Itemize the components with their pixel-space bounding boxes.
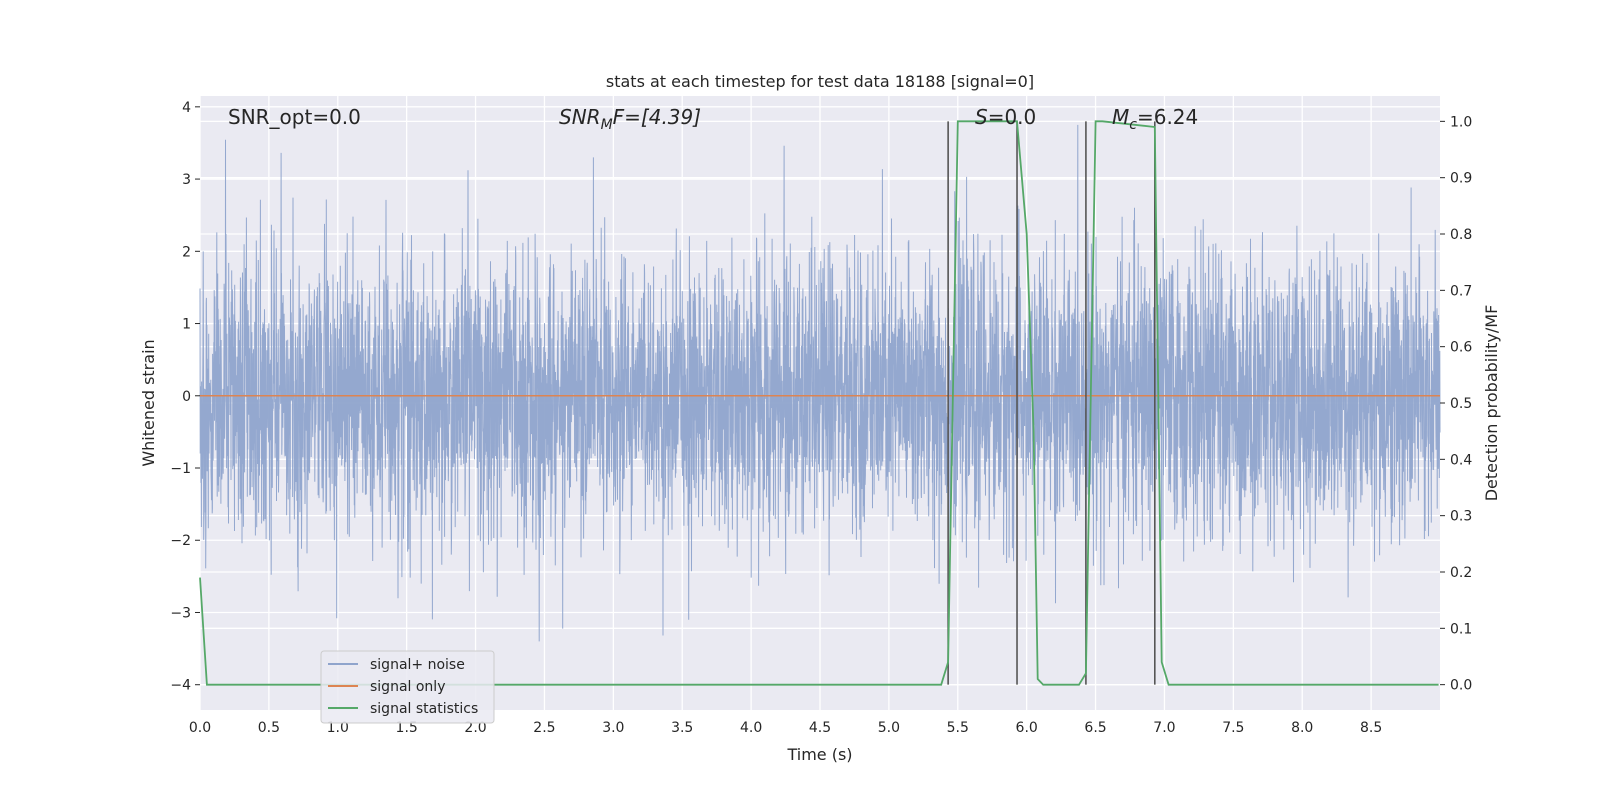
y-tick-label-right: 0.7 [1450,283,1472,299]
y-axis-label-right: Detection probability/MF [1482,305,1501,502]
annotation-s: S=0.0 [975,105,1036,129]
y-axis-label-left: Whitened strain [139,339,158,466]
y-tick-label-left: 0 [182,389,191,405]
y-tick-label-left: 2 [182,244,191,260]
x-tick-label: 3.0 [602,720,624,736]
y-tick-label-left: 4 [182,100,191,116]
x-tick-label: 0.0 [189,720,211,736]
y-tick-label-right: 0.9 [1450,171,1472,187]
y-tick-label-right: 0.4 [1450,452,1472,468]
legend-label-signal-statistics: signal statistics [370,701,478,717]
x-tick-label: 8.5 [1360,720,1382,736]
x-tick-label: 4.5 [809,720,831,736]
x-tick-label: 2.0 [464,720,486,736]
y-tick-label-right: 0.0 [1450,678,1472,694]
annotation-snr-mf-value: F=[4.39] [613,105,701,129]
x-tick-label: 1.0 [327,720,349,736]
legend-label-signal-noise: signal+ noise [370,657,465,673]
legend-box [320,650,495,724]
y-tick-label-right: 0.3 [1450,509,1472,525]
annotation-snr-opt: SNR_opt=0.0 [228,105,361,129]
x-tick-label: 6.0 [1016,720,1038,736]
y-tick-label-right: 1.0 [1450,114,1472,130]
x-tick-label: 7.5 [1222,720,1244,736]
annotation-snr-mf-sub: M [601,117,613,133]
x-tick-label: 2.5 [533,720,555,736]
noise-series [199,124,1441,642]
annotation-s-label: S [975,105,988,129]
y-tick-label-right: 0.1 [1450,621,1472,637]
annotation-mc-sub: c [1129,117,1137,133]
x-tick-label: 8.0 [1291,720,1313,736]
x-tick-label: 6.5 [1084,720,1106,736]
y-tick-label-left: −2 [170,533,191,549]
series-signal-noise-line [199,124,1441,642]
x-tick-label: 5.0 [878,720,900,736]
x-tick-label: 1.5 [396,720,418,736]
y-tick-label-right: 0.6 [1450,340,1472,356]
y-tick-label-left: 1 [182,317,191,333]
y-tick-label-right: 0.5 [1450,396,1472,412]
tick-labels: 0.0 0.5 1.0 1.5 2.0 2.5 3.0 3.5 4.0 4.5 5.0 5.5 6.0 6… [170,100,1472,736]
legend: signal+ noise signal only signal statist… [320,650,495,724]
x-tick-label: 3.5 [671,720,693,736]
x-tick-label: 4.0 [740,720,762,736]
y-tick-label-left: −3 [170,605,191,621]
y-tick-label-right: 0.8 [1450,227,1472,243]
annotation-snr-mf: SNRMF=[4.39] [559,105,701,133]
annotation-snr-mf-label: SNR [559,105,601,129]
annotation-mc-label: M [1112,105,1129,129]
legend-label-signal-only: signal only [370,679,445,695]
x-tick-label: 0.5 [258,720,280,736]
annotation-mc-value: =6.24 [1137,105,1198,129]
y-tick-label-left: −4 [170,678,191,694]
x-axis-label: Time (s) [786,745,852,764]
chart-title: stats at each timestep for test data 181… [606,72,1034,91]
x-tick-label: 7.0 [1153,720,1175,736]
vertical-markers [947,121,1156,685]
x-tick-label: 5.5 [947,720,969,736]
y-tick-label-left: 3 [182,172,191,188]
y-tick-label-left: −1 [170,461,191,477]
series-signal-statistics-line [199,120,1439,686]
statistics-series [199,120,1439,686]
annotation-s-value: =0.0 [988,105,1037,129]
annotation-mc: Mc=6.24 [1112,105,1198,133]
y-tick-label-right: 0.2 [1450,565,1472,581]
